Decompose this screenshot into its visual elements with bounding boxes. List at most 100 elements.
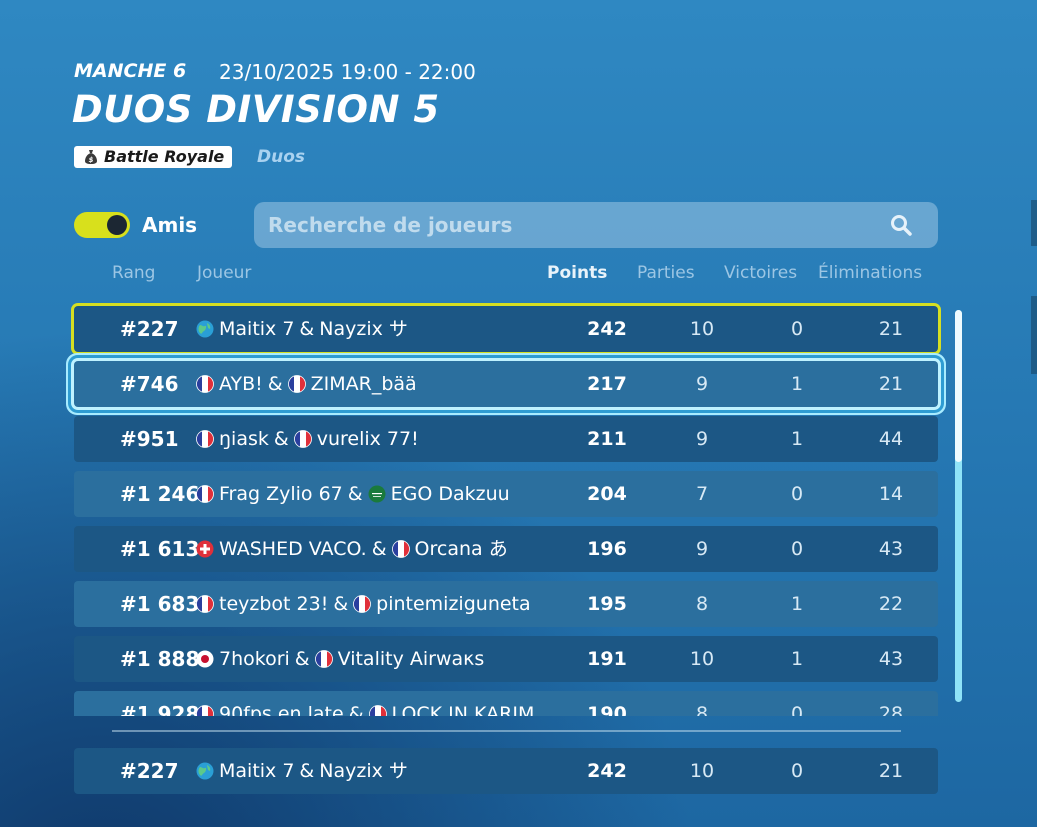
- column-header[interactable]: Victoires: [724, 263, 798, 283]
- player-name: WASHED VACO.: [219, 538, 367, 560]
- matches: 8: [695, 593, 709, 615]
- wins: 0: [790, 703, 804, 716]
- separator: &: [294, 648, 310, 670]
- rank: #227: [120, 759, 179, 783]
- player-name: Vitality Airwaκs: [337, 648, 485, 670]
- player-name: Nayzix サ: [319, 318, 408, 340]
- search-placeholder: Recherche de joueurs: [268, 213, 513, 237]
- leaderboard-row[interactable]: #1 683 teyzbot 23! & pintemiziguneta 195 8 1 22: [74, 581, 938, 627]
- flag-icon: [196, 430, 214, 448]
- matches: 9: [695, 373, 709, 395]
- scrollbar-track[interactable]: [955, 310, 962, 702]
- matches: 10: [689, 648, 715, 670]
- money-bag-icon: $: [85, 150, 97, 164]
- leaderboard-row[interactable]: #1 613 WASHED VACO. & Orcana あ 196 9 0 43: [74, 526, 938, 572]
- separator: &: [299, 760, 315, 782]
- player-name: teyzbot 23!: [219, 593, 329, 615]
- rank: #746: [120, 372, 179, 396]
- points: 195: [587, 593, 627, 615]
- players: Frag Zylio 67 & EGO Dakzuu: [196, 471, 510, 517]
- matches: 8: [695, 703, 709, 716]
- players: 7hokori & Vitality Airwaκs: [196, 636, 484, 682]
- wins: 1: [790, 428, 804, 450]
- mode-badge: $ Battle Royale: [74, 146, 233, 168]
- rank: #1 613: [120, 537, 200, 561]
- points: 204: [587, 483, 627, 505]
- rank: #1 928: [120, 702, 200, 716]
- rank: #1 888: [120, 647, 200, 671]
- players: teyzbot 23! & pintemiziguneta: [196, 581, 531, 627]
- column-header[interactable]: Parties: [637, 263, 695, 283]
- matches: 7: [695, 483, 709, 505]
- wins: 0: [790, 538, 804, 560]
- flag-icon: [196, 705, 214, 716]
- column-header[interactable]: Éliminations: [818, 263, 923, 283]
- matches: 9: [695, 538, 709, 560]
- rank: #1 683: [120, 592, 200, 616]
- wins: 0: [790, 760, 804, 782]
- player-name: ZIMAR_bää: [310, 373, 417, 395]
- mode: Battle Royale: [104, 147, 225, 166]
- search-icon[interactable]: [890, 214, 912, 236]
- flag-icon: [196, 595, 214, 613]
- player-name: Frag Zylio 67: [219, 483, 343, 505]
- separator: &: [347, 483, 363, 505]
- leaderboard-row[interactable]: #1 888 7hokori & Vitality Airwaκs 191 10 1 43: [74, 636, 938, 682]
- eliminations: 14: [878, 483, 904, 505]
- points: 242: [587, 760, 627, 782]
- matches: 10: [689, 318, 715, 340]
- round: MANCHE 6: [74, 60, 187, 82]
- eliminations: 43: [878, 648, 904, 670]
- scrollbar-thumb[interactable]: [955, 310, 962, 462]
- player-name: vurelix 77!: [316, 428, 419, 450]
- flag-icon: [287, 375, 306, 393]
- wins: 0: [790, 318, 804, 340]
- separator: &: [273, 428, 289, 450]
- leaderboard-row[interactable]: #746 AYB! & ZIMAR_bää 217 9 1 21: [74, 361, 938, 407]
- flag-icon: [391, 540, 410, 558]
- player-name: Maitix 7: [219, 318, 295, 340]
- search-box[interactable]: [254, 202, 938, 248]
- player-name: EGO Dakzuu: [390, 483, 510, 505]
- flag-icon: [353, 595, 372, 613]
- player-name: Maitix 7: [219, 760, 295, 782]
- column-header: Joueur: [197, 263, 252, 283]
- flag-icon: [196, 540, 214, 558]
- players: Maitix 7 & Nayzix サ: [196, 306, 408, 352]
- rank: #951: [120, 427, 179, 451]
- flag-icon: [368, 705, 387, 716]
- leaderboard-row[interactable]: #951 ŋiask & vurelix 77! 211 9 1 44: [74, 416, 938, 462]
- flag-icon: [314, 650, 333, 668]
- matches: 9: [695, 428, 709, 450]
- points: 190: [587, 703, 627, 716]
- points: 217: [587, 373, 627, 395]
- separator: &: [299, 318, 315, 340]
- player-name: Orcana あ: [414, 538, 508, 560]
- separator: &: [333, 593, 349, 615]
- divider: [112, 730, 901, 732]
- points: 196: [587, 538, 627, 560]
- eliminations: 43: [878, 538, 904, 560]
- leaderboard-row[interactable]: #1 928 90fps en late & LOCK IN KARIM 190 8 0 28: [74, 691, 938, 716]
- column-header[interactable]: Points: [547, 263, 608, 283]
- edge-panel: [1031, 296, 1037, 374]
- player-name: ŋiask: [219, 428, 269, 450]
- leaderboard-row[interactable]: #1 246 Frag Zylio 67 & EGO Dakzuu 204 7 0 14: [74, 471, 938, 517]
- my-entry-row: #227 Maitix 7 & Nayzix サ 242 10 0 21: [74, 748, 938, 794]
- players: WASHED VACO. & Orcana あ: [196, 526, 508, 572]
- wins: 1: [790, 648, 804, 670]
- players: AYB! & ZIMAR_bää: [196, 361, 417, 407]
- player-name: AYB!: [219, 373, 263, 395]
- flag-icon: [196, 375, 214, 393]
- player-name: Nayzix サ: [319, 760, 408, 782]
- wins: 0: [790, 483, 804, 505]
- players: Maitix 7 & Nayzix サ: [196, 748, 408, 794]
- eliminations: 22: [878, 593, 904, 615]
- points: 211: [587, 428, 627, 450]
- flag-icon: [196, 485, 214, 503]
- friends-toggle[interactable]: [74, 212, 130, 238]
- wins: 1: [790, 373, 804, 395]
- leaderboard-row[interactable]: #227 Maitix 7 & Nayzix サ 242 10 0 21: [74, 306, 938, 352]
- separator: &: [267, 373, 283, 395]
